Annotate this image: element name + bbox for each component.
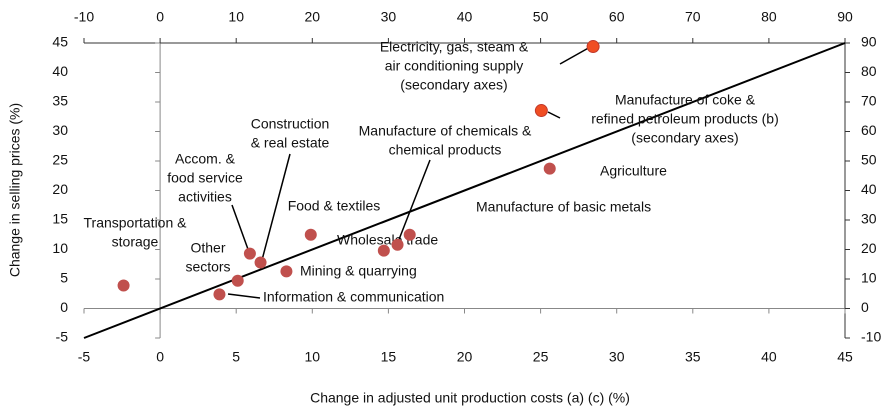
y-tick-label: 45: [52, 34, 68, 50]
y2-tick-label: 90: [861, 34, 877, 50]
y2-tick-label: -10: [861, 329, 881, 345]
x-tick-label: 45: [837, 349, 853, 365]
point-label: Manufacture of coke &: [615, 92, 756, 108]
y-tick-label: -5: [56, 329, 69, 345]
y2-tick-label: 10: [861, 270, 877, 286]
point-label: air conditioning supply: [385, 58, 524, 74]
leader-line: [227, 293, 261, 299]
x2-tick-label: 50: [533, 9, 549, 25]
point: [377, 244, 390, 257]
y-tick-label: 30: [52, 122, 68, 138]
y-axis-label: Change in selling prices (%): [7, 103, 23, 277]
y-tick-label: 0: [60, 299, 68, 315]
y-tick-label: 35: [52, 93, 68, 109]
point-label: & real estate: [251, 135, 330, 151]
point-label: Accom. &: [175, 151, 236, 167]
y2-tick-label: 70: [861, 93, 877, 109]
point: [243, 247, 256, 260]
point: [391, 238, 404, 251]
point-label: Manufacture of chemicals &: [359, 123, 532, 139]
x2-tick-label: 60: [609, 9, 625, 25]
y2-tick-label: 30: [861, 211, 877, 227]
y2-tick-label: 40: [861, 181, 877, 197]
point-label: Other: [190, 240, 225, 256]
y2-tick-label: 80: [861, 63, 877, 79]
y-tick-label: 10: [52, 240, 68, 256]
point: [534, 104, 548, 118]
x-tick-label: 0: [156, 349, 164, 365]
leader-line: [547, 111, 561, 119]
point: [304, 228, 317, 241]
point-label: Manufacture of basic metals: [476, 199, 651, 215]
y2-tick-label: 0: [861, 299, 869, 315]
point: [254, 256, 267, 269]
x2-tick-label: 90: [837, 9, 853, 25]
y-tick-label: 20: [52, 181, 68, 197]
leader-line: [231, 204, 250, 253]
y2-tick-label: 50: [861, 152, 877, 168]
x2-tick-label: -10: [74, 9, 94, 25]
x2-tick-label: 80: [761, 9, 777, 25]
x2-tick-label: 40: [457, 9, 473, 25]
point-label: sectors: [185, 259, 230, 275]
point: [231, 274, 244, 287]
y2-tick-label: 20: [861, 240, 877, 256]
y-tick-label: 25: [52, 152, 68, 168]
point-label: Construction: [251, 116, 330, 132]
leader-line: [559, 45, 593, 65]
point-label: (secondary axes): [400, 77, 507, 93]
point-label: Food & textiles: [288, 198, 381, 214]
x2-tick-label: 10: [228, 9, 244, 25]
x-tick-label: 25: [533, 349, 549, 365]
x-tick-label: 5: [232, 349, 240, 365]
x-tick-label: 40: [761, 349, 777, 365]
point: [543, 162, 556, 175]
x2-tick-label: 20: [305, 9, 321, 25]
point: [280, 265, 293, 278]
point-label: Information & communication: [263, 289, 444, 305]
y-tick-label: 5: [60, 270, 68, 286]
point-label: Wholesale trade: [337, 232, 438, 248]
point: [213, 288, 226, 301]
x2-tick-label: 70: [685, 9, 701, 25]
x-tick-label: 10: [305, 349, 321, 365]
point: [403, 228, 416, 241]
x2-tick-label: 30: [381, 9, 397, 25]
x2-tick-label: 0: [156, 9, 164, 25]
x-tick-label: 20: [457, 349, 473, 365]
leader-line: [397, 159, 431, 243]
x-axis-label: Change in adjusted unit production costs…: [310, 390, 630, 406]
point-label: Agriculture: [600, 163, 667, 179]
point: [586, 40, 600, 54]
x-tick-label: 15: [381, 349, 397, 365]
x-tick-label: 30: [609, 349, 625, 365]
point-label: Mining & quarrying: [300, 263, 417, 279]
y-tick-label: 40: [52, 63, 68, 79]
x-tick-label: -5: [78, 349, 91, 365]
point-label: storage: [112, 234, 159, 250]
point-label: Transportation &: [84, 215, 188, 231]
y-tick-label: 15: [52, 211, 68, 227]
point-label: activities: [178, 189, 232, 205]
y2-tick-label: 60: [861, 122, 877, 138]
point-label: refined petroleum products (b): [591, 111, 779, 127]
point-label: Electricity, gas, steam &: [380, 39, 529, 55]
leader-line: [261, 153, 291, 261]
point-label: (secondary axes): [631, 130, 738, 146]
point-label: chemical products: [389, 142, 502, 158]
x-tick-label: 35: [685, 349, 701, 365]
point: [117, 279, 130, 292]
reference-line: [83, 42, 846, 339]
point-label: food service: [167, 170, 243, 186]
